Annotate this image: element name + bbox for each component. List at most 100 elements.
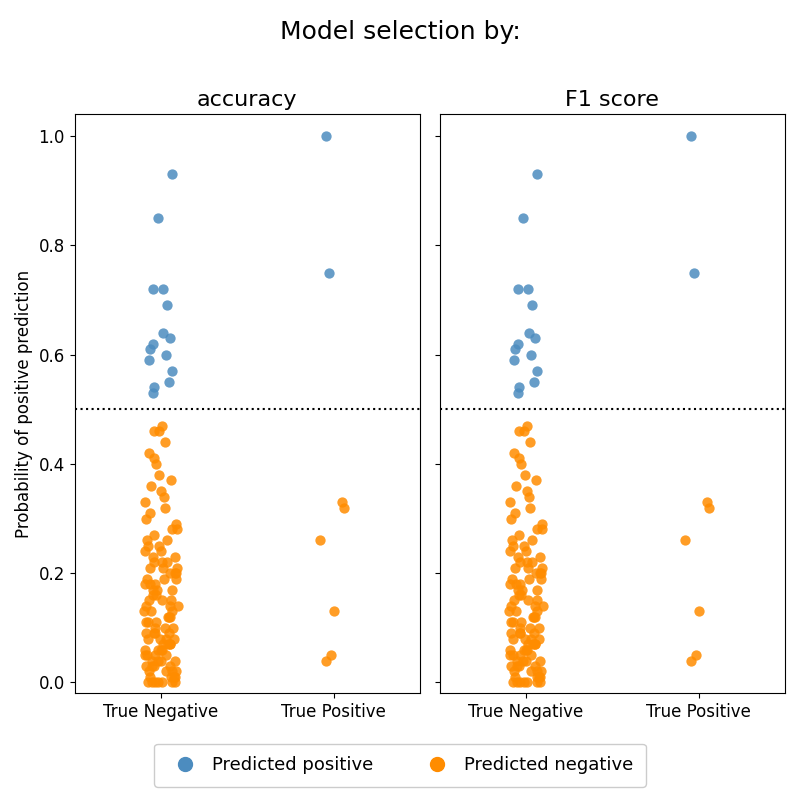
Point [510,479,522,492]
Point [537,599,550,612]
Point [503,643,516,656]
Point [685,654,698,667]
Point [169,654,182,667]
Point [505,512,518,525]
Point [514,616,527,629]
Point [163,659,176,672]
Point [144,562,157,574]
Point [512,583,525,596]
Point [536,523,549,536]
Point [155,419,168,432]
Point [678,534,691,546]
Point [144,605,157,618]
Title: F1 score: F1 score [566,90,659,110]
Point [148,381,161,394]
Point [530,474,542,486]
Point [509,562,522,574]
Point [505,626,518,639]
Point [152,643,165,656]
Point [151,212,164,225]
Point [166,523,178,536]
Point [527,638,540,650]
Point [701,496,714,509]
Point [502,605,515,618]
Point [524,649,537,662]
Point [530,168,543,181]
Point [505,659,518,672]
Point [166,365,178,378]
Point [141,649,154,662]
Point [327,605,340,618]
Point [166,168,178,181]
Point [536,562,549,574]
Point [529,610,542,623]
Point [146,338,159,350]
Point [159,348,172,361]
Point [507,446,520,459]
Point [158,490,170,503]
Point [524,622,537,634]
Point [513,626,526,639]
Text: Model selection by:: Model selection by: [280,20,520,44]
Point [149,578,162,590]
Point [138,649,151,662]
Point [526,299,538,312]
Point [529,659,542,672]
Point [166,665,178,678]
Point [152,676,165,689]
Point [164,566,177,579]
Point [142,594,155,607]
Point [154,632,166,645]
Point [526,556,538,569]
Point [156,562,169,574]
Point [534,654,546,667]
Point [529,566,542,579]
Title: accuracy: accuracy [197,90,298,110]
Point [511,282,524,295]
Point [162,638,174,650]
Point [513,425,526,438]
Point [508,354,521,366]
Point [144,479,157,492]
Point [523,436,536,449]
Point [511,654,524,667]
Point [141,676,154,689]
Point [527,610,540,623]
Point [158,572,170,585]
Point [158,436,171,449]
Point [509,578,522,590]
Point [155,556,168,569]
Point [529,638,542,650]
Point [147,659,160,672]
Point [165,474,178,486]
Point [148,676,161,689]
Point [147,589,160,602]
Point [514,626,526,639]
Point [509,342,522,355]
Point [530,605,543,618]
Point [150,583,163,596]
Point [171,599,184,612]
Point [517,676,530,689]
Point [142,446,155,459]
Point [162,610,174,623]
Y-axis label: Probability of positive prediction: Probability of positive prediction [15,270,33,538]
Point [504,496,517,509]
Point [157,326,170,339]
Point [511,338,524,350]
Point [518,632,531,645]
Point [163,332,176,345]
Point [149,622,162,634]
Point [170,665,182,678]
Point [147,425,160,438]
Point [140,616,153,629]
Point [518,539,530,552]
Point [143,665,156,678]
Point [147,386,160,399]
Point [504,578,517,590]
Point [514,578,526,590]
Point [169,572,182,585]
Point [150,458,162,470]
Point [141,534,154,546]
Point [509,670,522,683]
